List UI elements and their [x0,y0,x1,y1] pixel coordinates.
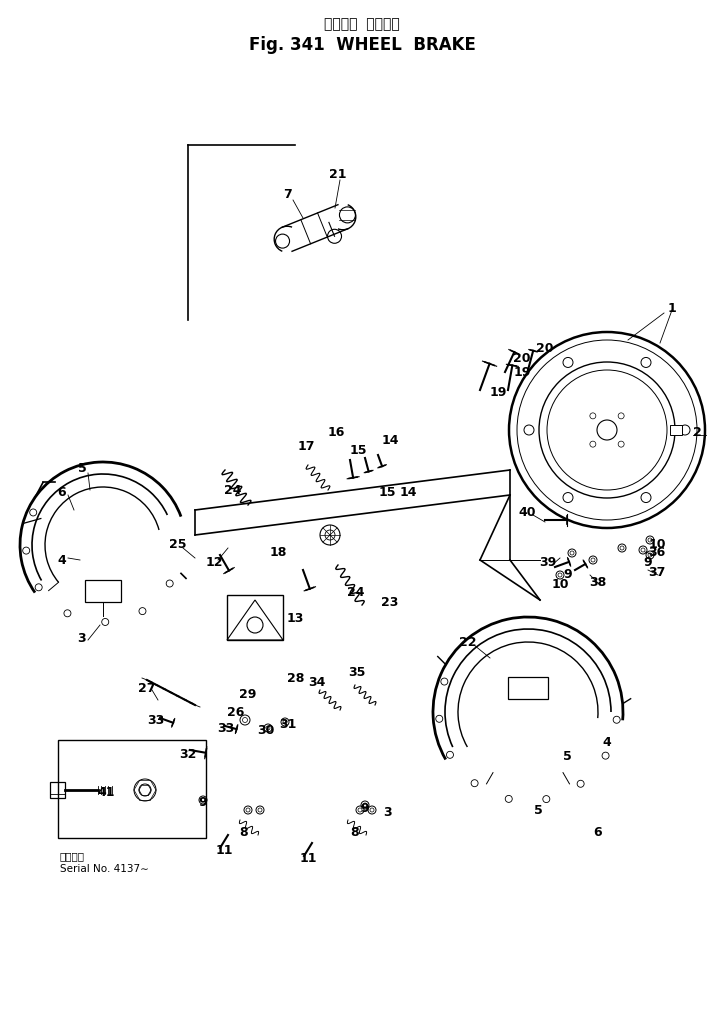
Text: 23: 23 [381,596,399,609]
Text: 19: 19 [489,386,507,400]
Text: 3: 3 [78,632,86,645]
Text: 29: 29 [239,689,257,702]
Text: 41: 41 [97,786,115,798]
Text: 4: 4 [602,735,611,748]
Text: 4: 4 [57,554,67,567]
Bar [50,782,65,798]
Text: 8: 8 [351,825,360,839]
Text: 33: 33 [218,722,235,734]
Text: 5: 5 [78,461,86,475]
Text: 10: 10 [551,579,568,591]
Bar [670,425,682,435]
Text: 5: 5 [534,803,542,816]
Text: 26: 26 [228,706,244,719]
Bar [58,740,206,838]
Text: 6: 6 [58,486,66,499]
Text: 適用号機: 適用号機 [60,851,85,861]
Text: 11: 11 [215,844,233,857]
Bar [508,677,548,699]
Text: 8: 8 [240,825,248,839]
Text: 6: 6 [594,825,602,839]
Text: 9: 9 [563,569,572,581]
Text: 32: 32 [179,748,196,762]
Text: 20: 20 [536,342,554,355]
Text: 14: 14 [399,486,417,499]
Text: 9: 9 [644,556,652,569]
Text: 9: 9 [360,801,369,814]
Text: 19: 19 [513,366,531,379]
Text: 22: 22 [459,636,477,649]
Text: 34: 34 [308,676,326,690]
Text: 13: 13 [286,611,304,625]
Text: 37: 37 [648,567,666,579]
Text: 20: 20 [513,352,531,364]
Text: 9: 9 [199,796,207,808]
Text: 39: 39 [539,557,557,570]
Text: 18: 18 [269,547,286,560]
Text: 2: 2 [692,426,701,438]
Text: 17: 17 [297,440,315,453]
Text: 35: 35 [348,665,365,678]
Text: 15: 15 [378,486,396,499]
Text: 15: 15 [349,443,367,456]
Text: 14: 14 [381,434,399,446]
Text: Fig. 341  WHEEL  BRAKE: Fig. 341 WHEEL BRAKE [249,37,476,54]
Text: ホイール  ブレーキ: ホイール ブレーキ [324,17,400,31]
Text: 10: 10 [648,538,666,552]
Text: 24: 24 [347,585,365,598]
Bar [85,580,121,602]
Text: 30: 30 [257,724,275,736]
Text: 7: 7 [283,189,292,202]
Bar [227,595,283,640]
Text: 12: 12 [205,556,223,569]
Text: 33: 33 [147,714,165,726]
Text: 31: 31 [279,718,297,730]
Text: 21: 21 [329,168,347,182]
Text: 11: 11 [299,852,317,865]
Text: 1: 1 [668,301,676,314]
Text: 38: 38 [589,577,607,589]
Text: 16: 16 [327,426,344,438]
Text: 25: 25 [169,538,187,552]
Text: 40: 40 [518,507,536,519]
Text: 5: 5 [563,750,571,764]
Text: Serial No. 4137∼: Serial No. 4137∼ [60,864,149,874]
Text: 28: 28 [287,671,304,684]
Text: 24: 24 [224,484,241,497]
Text: 36: 36 [648,547,666,560]
Text: 3: 3 [384,805,392,818]
Text: 27: 27 [138,681,156,695]
